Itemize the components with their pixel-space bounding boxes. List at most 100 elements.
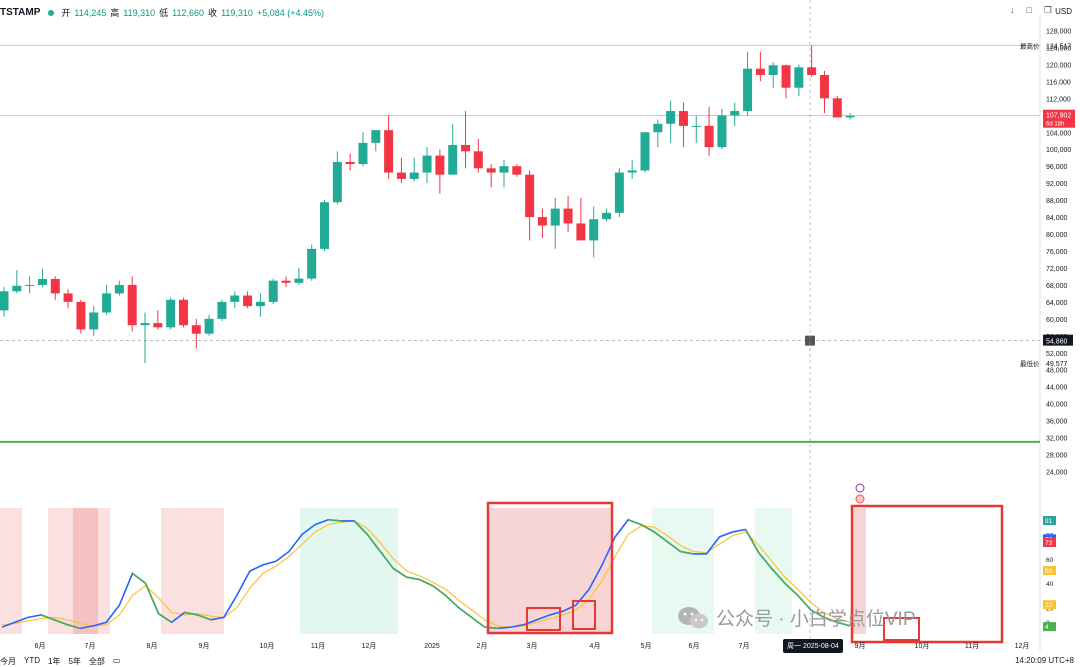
restore-icon[interactable]: ❐ xyxy=(1043,5,1052,15)
candle-body xyxy=(89,312,99,330)
wechat-icon xyxy=(678,606,708,628)
oscillator-falling-segment xyxy=(680,550,694,555)
oscillator-falling-segment xyxy=(784,582,799,596)
candle-body xyxy=(807,67,817,76)
pane-controls: ↓ □ ❐ xyxy=(1010,5,1052,16)
oscillator-falling-segment xyxy=(197,614,212,621)
time-axis-label: 5月 xyxy=(641,642,652,650)
price-tick-label: 64,000 xyxy=(1046,300,1068,307)
candle-body xyxy=(307,248,317,279)
last-price-box xyxy=(1043,109,1075,128)
highlight-box xyxy=(572,600,596,630)
atl-tag-value: 49,577 xyxy=(1046,361,1068,368)
price-tick-label: 48,000 xyxy=(1046,368,1068,375)
last-price-countdown: 6d 18h xyxy=(1046,122,1064,128)
candle-body xyxy=(666,111,676,124)
range-button[interactable]: 今月 xyxy=(0,657,16,666)
oscillator-falling-segment xyxy=(640,523,655,533)
candle-body xyxy=(294,278,304,283)
calendar-icon[interactable]: ▭ xyxy=(112,656,121,665)
oscillator-falling-segment xyxy=(471,616,486,628)
oscillator-falling-segment xyxy=(158,613,173,623)
low-label: 低 xyxy=(159,8,169,18)
ohlc-legend: TSTAMP 开 114,245 高 119,310 低 112,660 收 119,3… xyxy=(0,6,324,19)
candle-body xyxy=(153,323,163,328)
high-label: 高 xyxy=(110,8,120,18)
open-label: 开 xyxy=(61,8,71,18)
oscillator-falling-segment xyxy=(744,529,760,554)
candle-body xyxy=(332,161,342,203)
candle-body xyxy=(166,299,176,328)
candle-body xyxy=(37,278,47,285)
range-button[interactable]: 全部 xyxy=(88,657,105,666)
range-button[interactable]: 1年 xyxy=(48,657,61,666)
range-bar: 今月 YTD 1年 5年 全部 ▭ xyxy=(0,656,120,667)
price-tick-label: 100,000 xyxy=(1046,147,1071,154)
highlight-box xyxy=(883,617,920,641)
symbol-label[interactable]: TSTAMP xyxy=(0,7,41,18)
oscillator-badge xyxy=(1043,600,1056,610)
arrow-down-icon[interactable]: ↓ xyxy=(1009,5,1015,15)
candle-body xyxy=(230,295,240,302)
time-axis-label: 10月 xyxy=(260,642,275,650)
time-axis-label: 2月 xyxy=(477,642,488,650)
candle-body xyxy=(768,65,778,76)
candle-body xyxy=(499,166,509,173)
crosshair-date-label: 周一 2025-08-04 xyxy=(783,639,843,653)
range-button[interactable]: YTD xyxy=(24,656,40,665)
time-axis-label: 10月 xyxy=(915,642,930,650)
candle-body xyxy=(781,65,791,88)
candle-body xyxy=(217,301,227,319)
oscillator-falling-segment xyxy=(653,531,668,543)
change-value: +5,084 (+4.45%) xyxy=(256,7,324,18)
price-tick-label: 72,000 xyxy=(1046,266,1068,273)
candle-body xyxy=(717,115,727,148)
oscillator-tick-label: 40 xyxy=(1046,581,1054,588)
oscillator-falling-segment xyxy=(458,606,473,619)
oscillator-zone xyxy=(161,508,224,634)
currency-label[interactable]: USD xyxy=(1055,7,1072,16)
time-axis-label: 12月 xyxy=(362,642,377,650)
time-axis-label: 9月 xyxy=(199,642,210,650)
oscillator-falling-segment xyxy=(392,567,407,578)
candle-body xyxy=(384,130,394,173)
candle-body xyxy=(614,172,624,213)
price-tick-label: 60,000 xyxy=(1046,317,1068,324)
candle-body xyxy=(76,301,86,330)
timezone-label[interactable]: 14:20:09 UTC+8 xyxy=(1015,656,1074,665)
oscillator-falling-segment xyxy=(666,541,681,553)
candle-body xyxy=(512,166,522,175)
time-axis-label: 2025 xyxy=(424,643,440,650)
candle-body xyxy=(550,208,560,226)
oscillator-falling-segment xyxy=(131,572,146,584)
candle-body xyxy=(563,208,573,224)
oscillator-falling-segment xyxy=(40,614,55,621)
price-tick-label: 92,000 xyxy=(1046,181,1068,188)
oscillator-falling-segment xyxy=(445,594,460,609)
candle-body xyxy=(358,142,368,165)
oscillator-falling-segment xyxy=(406,576,420,581)
oscillator-badge-value: 73 xyxy=(1045,540,1053,547)
time-axis-label: 6月 xyxy=(689,642,700,650)
oscillator-falling-segment xyxy=(353,520,368,535)
price-tick-label: 24,000 xyxy=(1046,470,1068,477)
candle-body xyxy=(396,172,406,179)
price-tick-label: 84,000 xyxy=(1046,215,1068,222)
candle-body xyxy=(678,111,688,126)
maximize-icon[interactable]: □ xyxy=(1026,5,1032,15)
atl-tag-label: 最低价 xyxy=(1020,359,1040,368)
watermark-text: 公众号 · 小白学点位VIP xyxy=(716,609,916,630)
candle-body xyxy=(461,144,471,152)
time-axis-label: 11月 xyxy=(965,642,979,650)
candle-body xyxy=(525,174,535,218)
candle-body xyxy=(127,284,137,326)
high-value: 119,310 xyxy=(123,7,156,18)
candle-body xyxy=(114,284,124,294)
candle-body xyxy=(320,202,329,249)
close-value: 119,310 xyxy=(221,7,253,18)
range-button[interactable]: 5年 xyxy=(68,657,81,666)
ath-tag-value: 124,517 xyxy=(1046,43,1071,50)
oscillator-zone xyxy=(0,508,22,634)
time-axis-label: 8月 xyxy=(147,642,158,650)
